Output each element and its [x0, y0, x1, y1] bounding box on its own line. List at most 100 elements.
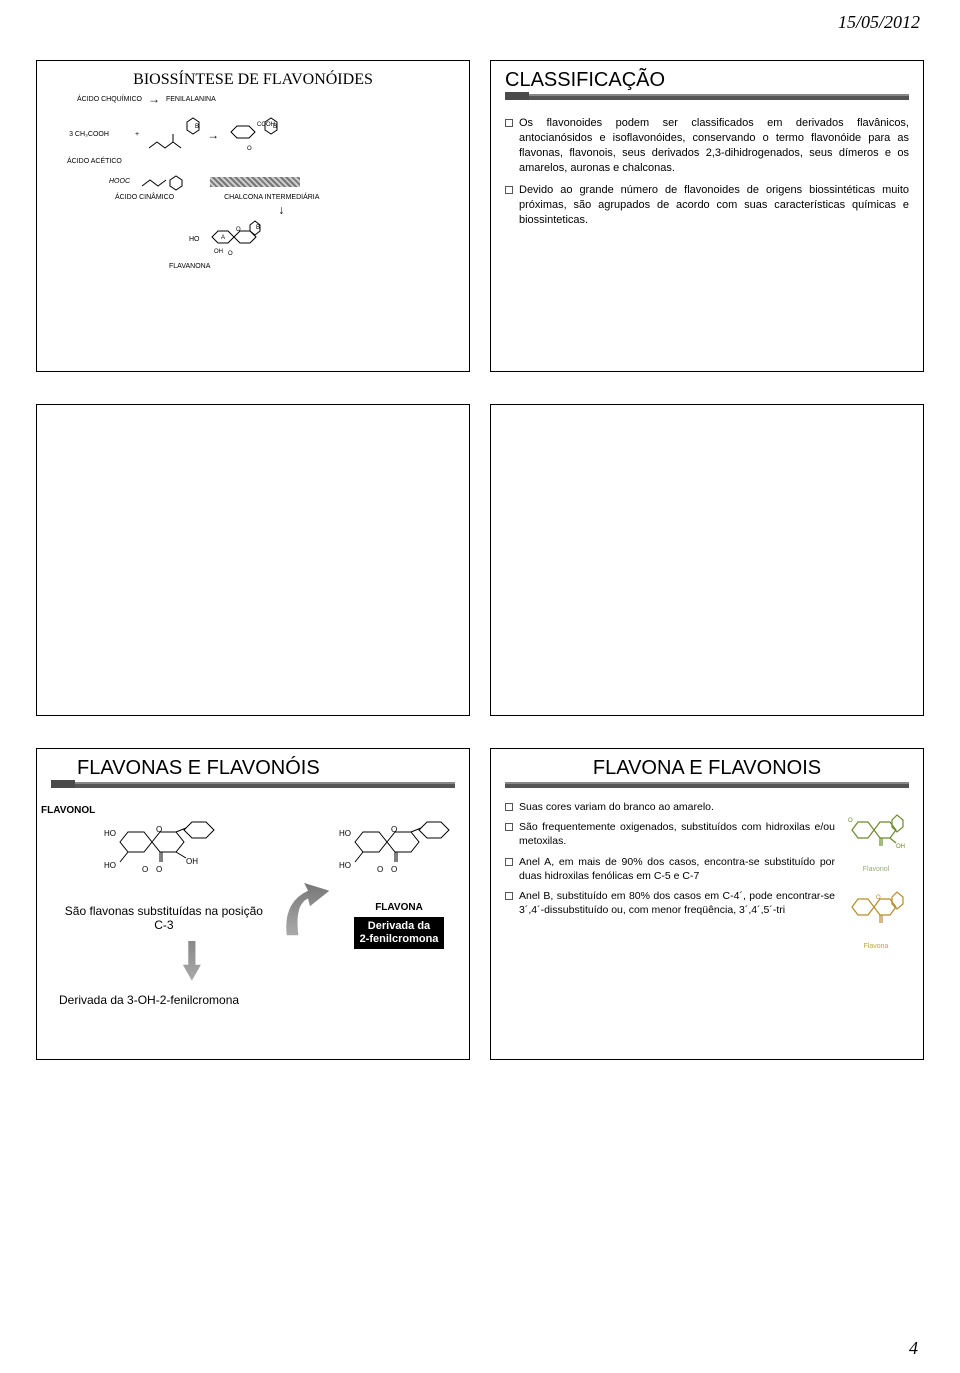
slide-biosynthesis: BIOSSÍNTESE DE FLAVONÓIDES ÁCIDO CHQUÍMI…	[36, 60, 470, 372]
box-line2: 2-fenilcromona	[360, 933, 439, 945]
label-chalcona-int: CHALCONA INTERMEDIÁRIA	[224, 194, 319, 202]
bullet-icon	[505, 186, 513, 194]
box-line1: Derivada da	[368, 920, 430, 932]
bullet-icon	[505, 892, 513, 900]
svg-text:OH: OH	[186, 857, 198, 866]
chalcone-precursor-structure: B	[145, 114, 201, 156]
slide-flavonas-flavonois: FLAVONAS E FLAVONÓIS FLAVONOL HO HO O O …	[36, 748, 470, 1060]
title-rule	[505, 782, 909, 788]
curved-arrow-icon	[279, 882, 331, 942]
list-item: Anel A, em mais de 90% dos casos, encont…	[505, 855, 835, 883]
mini-flavonol-structure: O OH	[846, 810, 906, 856]
flavonol-tag: FLAVONOL	[41, 805, 95, 816]
slide-classificacao: CLASSIFICAÇÃO Os flavonoides podem ser c…	[490, 60, 924, 372]
label-acido-chquimico: ÁCIDO CHQUÍMICO	[77, 96, 142, 104]
svg-text:HO: HO	[104, 861, 116, 870]
intermediate-structure: COOH B O	[225, 114, 281, 156]
slide-flavona-flavonois: FLAVONA E FLAVONOIS Suas cores variam do…	[490, 748, 924, 1060]
label-flavanona: FLAVANONA	[169, 263, 210, 271]
slide2-title-bar: CLASSIFICAÇÃO	[491, 69, 923, 106]
svg-text:O: O	[156, 825, 162, 834]
svg-text:B: B	[195, 124, 199, 130]
slide1-title: BIOSSÍNTESE DE FLAVONÓIDES	[37, 71, 469, 89]
biosynthesis-diagram: ÁCIDO CHQUÍMICO → FENILALANINA 3 CH₃COOH…	[37, 93, 469, 270]
list-item: Devido ao grande número de flavonoides d…	[505, 183, 909, 228]
slide4-title: FLAVONAS E FLAVONÓIS	[51, 757, 455, 780]
label-3ch3cooh: 3 CH₃COOH	[69, 131, 109, 139]
mini-flavona-structure: O	[846, 887, 906, 933]
svg-text:O: O	[876, 895, 881, 901]
svg-text:OH: OH	[214, 249, 223, 255]
slide-empty	[490, 404, 924, 716]
bullet-text: Anel A, em mais de 90% dos casos, encont…	[519, 855, 835, 883]
flavona-column: HO HO O O O FLAVONA Derivada da 2-fenilc…	[339, 818, 459, 949]
arrow-down-icon: →	[276, 204, 289, 216]
svg-text:O: O	[391, 865, 397, 874]
label-ho: HO	[189, 236, 200, 244]
bullet-text: Devido ao grande número de flavonoides d…	[519, 183, 909, 228]
slide2-body: Os flavonoides podem ser classificados e…	[491, 106, 923, 244]
bullet-icon	[505, 119, 513, 127]
slide5-body: Suas cores variam do branco ao amarelo. …	[491, 794, 923, 954]
arrow-icon: →	[148, 93, 160, 106]
slide5-title: FLAVONA E FLAVONOIS	[505, 757, 909, 780]
bullet-text: São frequentemente oxigenados, substituí…	[519, 820, 835, 848]
down-arrow-icon	[183, 941, 201, 981]
bullet-icon	[505, 823, 513, 831]
slide-grid: BIOSSÍNTESE DE FLAVONÓIDES ÁCIDO CHQUÍMI…	[36, 60, 924, 1060]
svg-text:O: O	[247, 146, 252, 152]
flavonol-column: HO HO O O OH O São flavonas substituídas…	[57, 818, 271, 983]
flavona-structure: HO HO O O O	[339, 818, 459, 898]
title-rule	[51, 782, 455, 788]
slide5-title-bar: FLAVONA E FLAVONOIS	[491, 757, 923, 794]
label-acido-cinamico: ÁCIDO CINÂMICO	[115, 194, 174, 202]
flavona-small-label: FLAVONA	[375, 902, 423, 913]
hatched-bar	[210, 177, 300, 187]
list-item: Os flavonoides podem ser classificados e…	[505, 116, 909, 175]
bullet-text: Anel B, substituído em 80% dos casos em …	[519, 889, 835, 917]
arrow-icon: →	[207, 129, 219, 142]
label-hooc: HOOC	[109, 178, 130, 186]
mini-caption-flavona: Flavona	[864, 943, 889, 950]
svg-text:O: O	[228, 251, 233, 257]
bullet-text: Suas cores variam do branco ao amarelo.	[519, 800, 714, 814]
svg-text:O: O	[156, 865, 162, 874]
list-item: São frequentemente oxigenados, substituí…	[505, 820, 835, 848]
flavonol-caption: São flavonas substituídas na posição C-3	[57, 904, 271, 933]
date-header: 15/05/2012	[838, 12, 920, 33]
svg-text:A: A	[221, 235, 225, 241]
svg-text:O: O	[391, 825, 397, 834]
svg-text:B: B	[256, 225, 260, 231]
slide2-title: CLASSIFICAÇÃO	[505, 69, 909, 92]
svg-text:OH: OH	[896, 844, 905, 850]
mini-caption-flavonol: Flavonol	[863, 866, 889, 873]
svg-text:O: O	[236, 227, 241, 233]
svg-text:HO: HO	[339, 829, 351, 838]
page-number: 4	[909, 1338, 918, 1359]
cinnamic-structure	[140, 172, 200, 192]
slide5-side-structures: O OH Flavonol O Flavona	[841, 800, 911, 950]
list-item: Suas cores variam do branco ao amarelo.	[505, 800, 835, 814]
title-rule	[505, 94, 909, 100]
list-item: Anel B, substituído em 80% dos casos em …	[505, 889, 835, 917]
svg-text:O: O	[848, 818, 853, 824]
label-acido-acetico: ÁCIDO ACÉTICO	[67, 158, 122, 166]
slide5-text: Suas cores variam do branco ao amarelo. …	[505, 800, 835, 950]
bullet-icon	[505, 803, 513, 811]
slide-empty	[36, 404, 470, 716]
derivada-box: Derivada da 2-fenilcromona	[354, 917, 445, 949]
svg-text:HO: HO	[339, 861, 351, 870]
svg-text:HO: HO	[104, 829, 116, 838]
bullet-text: Os flavonoides podem ser classificados e…	[519, 116, 909, 175]
flavanona-structure: A O B O OH	[206, 219, 262, 261]
bullet-icon	[505, 858, 513, 866]
plus-symbol: +	[135, 131, 139, 139]
svg-text:O: O	[377, 865, 383, 874]
slide4-columns: HO HO O O OH O São flavonas substituídas…	[37, 794, 469, 983]
slide4-bottom-line: Derivada da 3-OH-2-fenilcromona	[59, 993, 469, 1007]
svg-text:B: B	[273, 124, 277, 130]
slide4-title-bar: FLAVONAS E FLAVONÓIS	[37, 757, 469, 794]
flavonol-structure: HO HO O O OH O	[104, 818, 224, 898]
svg-text:O: O	[142, 865, 148, 874]
label-fenilalanina: FENILALANINA	[166, 96, 216, 104]
